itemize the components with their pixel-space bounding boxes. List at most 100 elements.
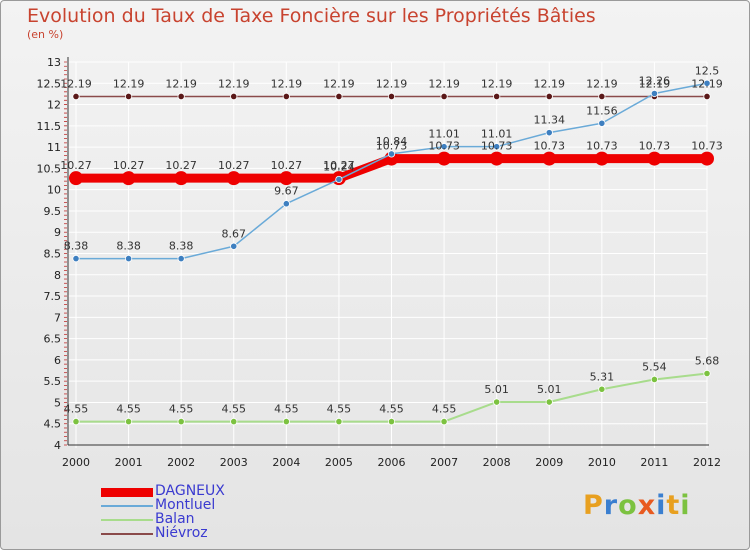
data-label: 12.19	[323, 77, 355, 90]
x-tick-label: 2012	[693, 456, 721, 469]
y-tick-label: 9.5	[44, 205, 62, 218]
y-tick-label: 8	[54, 269, 61, 282]
data-label: 10.73	[376, 140, 408, 153]
data-point-dagneux	[226, 171, 241, 186]
data-point-dagneux	[489, 151, 504, 166]
data-label: 4.55	[116, 403, 141, 416]
data-label: 12.19	[376, 77, 408, 90]
data-point-nivroz	[440, 92, 448, 101]
y-tick-label: 7.5	[44, 290, 62, 303]
legend-swatch	[101, 533, 153, 535]
data-label: 12.19	[586, 77, 618, 90]
data-label: 5.54	[642, 360, 667, 373]
data-label: 8.38	[169, 240, 194, 253]
data-point-balan	[124, 417, 133, 426]
data-label: 5.68	[695, 355, 720, 368]
logo-letter: x	[637, 490, 657, 521]
data-label: 12.19	[113, 77, 145, 90]
data-label: 4.55	[169, 403, 194, 416]
axes: 44.555.566.577.588.599.51010.51111.51212…	[37, 56, 722, 469]
y-tick-label: 11.5	[37, 120, 62, 133]
data-label: 12.19	[218, 77, 250, 90]
data-label: 11.01	[428, 128, 460, 141]
data-point-dagneux	[542, 151, 557, 166]
data-point-dagneux	[594, 151, 609, 166]
data-point-balan	[177, 417, 185, 426]
data-label: 10.27	[113, 159, 145, 172]
data-point-montluel	[387, 150, 396, 158]
data-point-nivroz	[703, 92, 711, 101]
y-tick-label: 10.5	[37, 162, 62, 175]
legend-swatch	[101, 505, 153, 507]
data-point-montluel	[124, 255, 133, 263]
y-tick-label: 11	[47, 141, 61, 154]
data-point-nivroz	[177, 92, 185, 101]
data-label: 12.19	[691, 77, 723, 90]
y-tick-label: 5	[54, 396, 61, 409]
data-point-nivroz	[387, 92, 396, 101]
y-tick-label: 13	[47, 56, 61, 69]
data-point-nivroz	[282, 92, 290, 101]
legend-label: Niévroz	[155, 525, 208, 541]
data-labels: 12.19 12.19 12.19 12.19 12.19 12.19 12.19 12.19…	[60, 64, 723, 415]
data-point-dagneux	[121, 171, 136, 186]
data-point-nivroz	[598, 92, 606, 101]
data-point-montluel	[493, 143, 501, 151]
x-tick-label: 2005	[325, 456, 353, 469]
data-point-dagneux	[647, 151, 662, 166]
data-point-montluel	[282, 200, 290, 208]
data-point-balan	[230, 417, 238, 426]
data-label: 10.73	[481, 140, 513, 153]
logo-letter: i	[656, 490, 667, 521]
data-point-nivroz	[493, 92, 501, 101]
y-tick-label: 7	[54, 311, 61, 324]
y-tick-label: 6	[54, 354, 61, 367]
data-point-montluel	[230, 242, 238, 250]
legend-swatch	[101, 488, 153, 497]
data-label: 12.19	[481, 77, 513, 90]
data-point-dagneux	[69, 171, 83, 186]
data-point-montluel	[598, 119, 606, 127]
data-point-montluel	[545, 129, 553, 137]
x-tick-label: 2008	[483, 456, 511, 469]
grid	[68, 61, 708, 448]
data-point-nivroz	[72, 92, 80, 101]
data-label: 12.19	[271, 77, 303, 90]
data-label: 5.01	[537, 383, 562, 396]
data-point-montluel	[72, 255, 80, 263]
x-tick-label: 2002	[167, 456, 195, 469]
data-label: 12.19	[60, 77, 92, 90]
y-tick-label: 12.5	[37, 77, 62, 90]
data-label: 11.01	[481, 128, 513, 141]
data-point-nivroz	[335, 92, 343, 101]
data-label: 5.31	[590, 370, 615, 383]
data-point-nivroz	[230, 92, 238, 101]
data-point-balan	[387, 417, 396, 426]
data-label: 8.38	[64, 240, 89, 253]
data-point-nivroz	[124, 92, 133, 101]
x-tick-label: 2004	[272, 456, 300, 469]
data-point-balan	[440, 417, 448, 426]
x-tick-label: 2007	[430, 456, 458, 469]
x-tick-label: 2011	[640, 456, 668, 469]
data-label: 10.73	[691, 140, 723, 153]
data-point-dagneux	[700, 151, 714, 166]
data-label: 10.27	[271, 159, 303, 172]
y-tick-label: 4	[54, 439, 61, 452]
data-label: 10.84	[376, 135, 408, 148]
data-point-balan	[335, 417, 343, 426]
data-label: 10.27	[218, 159, 250, 172]
data-label: 12.19	[428, 77, 460, 90]
chart-title: Evolution du Taux de Taxe Foncière sur l…	[27, 5, 596, 27]
proxiti-logo: Proxiti	[583, 490, 691, 521]
data-point-dagneux	[279, 171, 294, 186]
data-point-balan	[493, 398, 501, 406]
data-label: 12.5	[695, 64, 720, 77]
logo-letter: o	[618, 490, 638, 521]
series-lines	[69, 79, 714, 426]
y-tick-label: 10	[47, 184, 61, 197]
y-tick-label: 5.5	[44, 375, 62, 388]
x-tick-label: 2009	[535, 456, 563, 469]
